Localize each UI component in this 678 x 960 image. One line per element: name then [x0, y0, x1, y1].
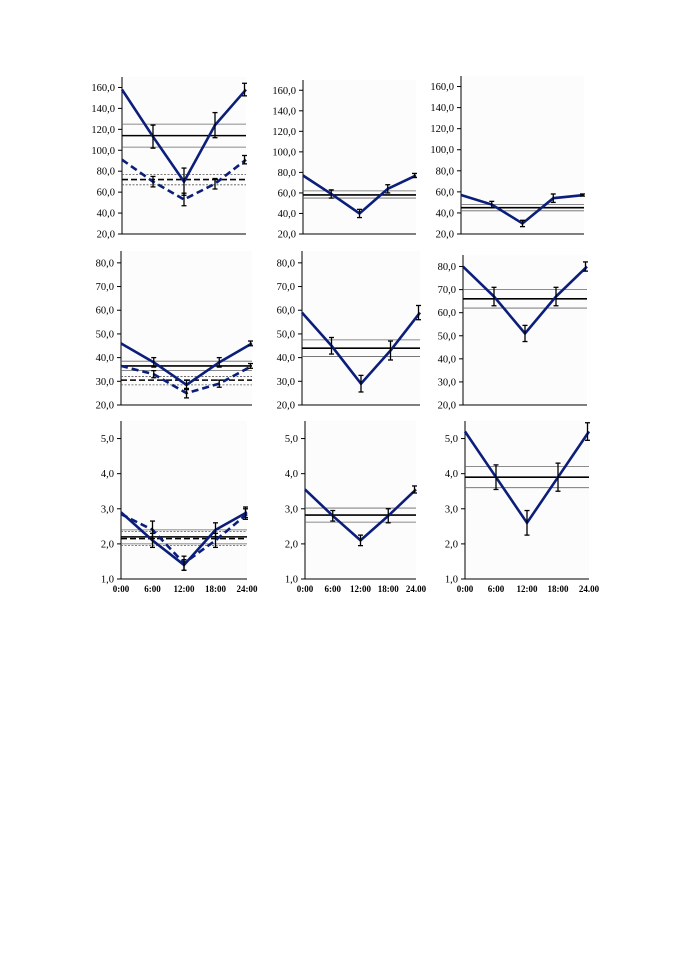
y-tick-label: 5,0 [101, 434, 114, 445]
x-tick-label: 12:00 [174, 584, 195, 594]
series-line-1-2 [121, 158, 247, 201]
y-tick-label: 40,0 [277, 353, 295, 364]
plot-area-9 [465, 421, 589, 579]
y-tick-label: 20,0 [278, 230, 296, 241]
y-tick-label: 2,0 [445, 539, 458, 550]
y-tick-label: 5,0 [285, 434, 298, 445]
y-tick-label: 120,0 [272, 127, 296, 138]
y-tick-label: 60,0 [436, 187, 454, 198]
y-tick-label: 50,0 [277, 329, 295, 340]
y-tick-label: 80,0 [436, 166, 454, 177]
y-tick-label: 2,0 [101, 539, 114, 550]
x-tick-label: 6:00 [144, 584, 161, 594]
y-tick-label: 40,0 [438, 354, 456, 365]
x-tick-label: 6:00 [488, 584, 505, 594]
x-tick-label: 0:00 [457, 584, 474, 594]
y-tick-label: 3,0 [445, 504, 458, 515]
y-tick-label: 30,0 [96, 377, 114, 388]
y-tick-label: 30,0 [438, 377, 456, 388]
y-tick-label: 3,0 [101, 504, 114, 515]
y-tick-label: 60,0 [278, 188, 296, 199]
x-tick-label: 6:00 [325, 584, 342, 594]
y-tick-label: 60,0 [277, 306, 295, 317]
y-tick-label: 60,0 [96, 306, 114, 317]
y-tick-label: 140,0 [430, 103, 454, 114]
plot-area-3 [461, 76, 584, 234]
y-tick-label: 1,0 [285, 575, 298, 586]
y-tick-label: 30,0 [277, 377, 295, 388]
x-tick-label: 18:00 [548, 584, 569, 594]
plot-area-7 [121, 421, 247, 579]
plot-area-1 [122, 77, 246, 234]
y-tick-label: 140,0 [272, 106, 296, 117]
y-tick-label: 80,0 [96, 258, 114, 269]
y-tick-label: 60,0 [97, 188, 115, 199]
y-tick-label: 70,0 [277, 282, 295, 293]
y-tick-label: 2,0 [285, 539, 298, 550]
x-tick-label: 24:00 [237, 584, 258, 594]
y-tick-label: 40,0 [436, 208, 454, 219]
y-tick-label: 100,0 [272, 147, 296, 158]
y-tick-label: 40,0 [96, 353, 114, 364]
x-tick-label: 24.00 [579, 584, 600, 594]
y-tick-label: 1,0 [101, 575, 114, 586]
x-tick-label: 24.00 [406, 584, 427, 594]
y-tick-label: 80,0 [277, 258, 295, 269]
plot-area-2 [303, 80, 416, 234]
y-tick-label: 40,0 [278, 209, 296, 220]
y-tick-label: 160,0 [430, 82, 454, 93]
y-tick-label: 160,0 [272, 86, 296, 97]
y-tick-label: 20,0 [96, 401, 114, 412]
y-tick-label: 4,0 [285, 469, 298, 480]
y-tick-label: 20,0 [97, 230, 115, 241]
y-tick-label: 20,0 [436, 230, 454, 241]
y-tick-label: 5,0 [445, 434, 458, 445]
y-tick-label: 3,0 [285, 504, 298, 515]
y-tick-label: 140,0 [91, 104, 115, 115]
y-tick-label: 40,0 [97, 209, 115, 220]
y-tick-label: 70,0 [96, 282, 114, 293]
y-tick-label: 4,0 [445, 469, 458, 480]
x-tick-label: 0:00 [113, 584, 130, 594]
y-tick-label: 1,0 [445, 575, 458, 586]
y-tick-label: 80,0 [438, 262, 456, 273]
y-tick-label: 60,0 [438, 308, 456, 319]
x-tick-label: 12:00 [350, 584, 371, 594]
y-tick-label: 70,0 [438, 285, 456, 296]
x-tick-label: 18:00 [205, 584, 226, 594]
y-tick-label: 160,0 [91, 83, 115, 94]
y-tick-label: 20,0 [438, 401, 456, 412]
y-tick-label: 50,0 [96, 329, 114, 340]
x-tick-label: 0:00 [297, 584, 314, 594]
y-tick-label: 4,0 [101, 469, 114, 480]
y-tick-label: 80,0 [278, 168, 296, 179]
y-tick-label: 50,0 [438, 331, 456, 342]
y-tick-label: 120,0 [91, 125, 115, 136]
y-tick-label: 100,0 [430, 145, 454, 156]
x-tick-label: 18:00 [378, 584, 399, 594]
x-tick-label: 12:00 [517, 584, 538, 594]
y-tick-label: 20,0 [277, 401, 295, 412]
y-tick-label: 80,0 [97, 167, 115, 178]
plot-area-8 [305, 421, 416, 579]
y-tick-label: 100,0 [91, 146, 115, 157]
y-tick-label: 120,0 [430, 124, 454, 135]
